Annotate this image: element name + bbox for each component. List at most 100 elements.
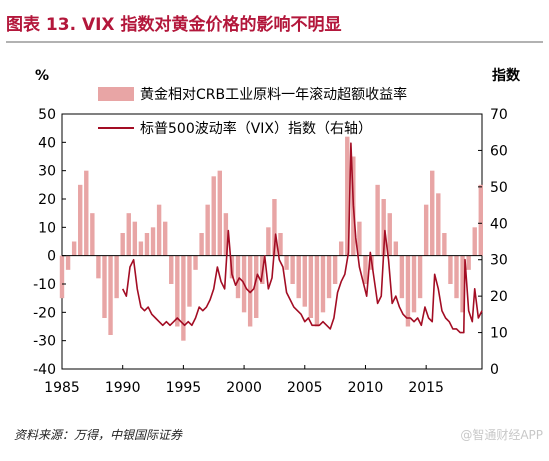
bar — [478, 184, 483, 256]
bar — [296, 255, 301, 299]
bar — [169, 255, 174, 284]
bar — [399, 255, 405, 299]
bar — [132, 221, 138, 256]
bar — [102, 255, 107, 318]
right-tick-label: 60 — [490, 143, 508, 159]
bar — [302, 255, 307, 307]
bar — [205, 204, 210, 256]
bar — [290, 255, 295, 284]
bar — [144, 233, 150, 256]
bar — [454, 255, 459, 299]
bar — [254, 255, 259, 318]
right-tick-label: 40 — [490, 216, 508, 232]
left-tick-label: 30 — [38, 164, 56, 180]
x-tick-label: 2010 — [348, 380, 384, 396]
left-tick-label: -30 — [33, 334, 56, 350]
x-tick-label: 1985 — [44, 380, 80, 396]
bar — [332, 255, 338, 284]
bar — [345, 136, 350, 256]
bar — [442, 233, 447, 256]
left-tick-label: 40 — [38, 135, 56, 151]
bar — [90, 213, 95, 256]
bar — [472, 227, 477, 256]
bar — [162, 221, 168, 256]
bar — [375, 184, 380, 256]
bar — [417, 255, 423, 299]
right-tick-label: 30 — [490, 253, 508, 269]
figure-title: 图表 13. VIX 指数对黄金价格的影响不明显 — [6, 14, 341, 35]
bar — [156, 204, 162, 256]
bar — [448, 255, 453, 284]
bar — [272, 199, 277, 256]
bar — [199, 233, 204, 256]
left-tick-label: -40 — [33, 362, 56, 378]
bar — [120, 233, 125, 256]
watermark: @智通财经APP — [460, 427, 543, 442]
legend-bar-swatch — [98, 87, 134, 101]
right-tick-label: 70 — [490, 107, 508, 123]
plot-frame — [61, 113, 483, 370]
bar — [108, 255, 113, 335]
bar — [193, 255, 198, 270]
bar — [423, 204, 429, 256]
bar — [338, 241, 344, 256]
right-tick-label: 10 — [490, 326, 508, 342]
bar — [436, 193, 441, 256]
right-tick-label: 20 — [490, 289, 508, 305]
bar — [65, 255, 71, 270]
x-tick-label: 1995 — [166, 380, 202, 396]
bar — [138, 241, 144, 256]
plot-area: -40 -30 -20 -10 0 10 20 30 40 50 0 10 20 30 40 50 60 70 19… — [33, 107, 508, 396]
bar — [326, 255, 332, 299]
bar — [217, 170, 222, 256]
left-tick-label: 50 — [38, 107, 56, 123]
bar — [320, 255, 326, 313]
left-tick-label: -20 — [33, 305, 56, 321]
bar — [363, 255, 368, 284]
legend-bar-label: 黄金相对CRB工业原料一年滚动超额收益率 — [140, 86, 407, 103]
bar — [84, 170, 89, 256]
bar — [235, 255, 241, 299]
bar — [78, 184, 83, 256]
bar — [150, 227, 156, 256]
x-tick-label: 1990 — [105, 380, 141, 396]
x-tick-label: 2000 — [226, 380, 262, 396]
source-note: 资料来源：万得，中银国际证券 — [14, 428, 183, 442]
bar — [211, 176, 216, 256]
right-axis-unit-label: 指数 — [492, 67, 521, 84]
bar — [247, 255, 253, 327]
bar — [387, 213, 392, 256]
bar — [59, 255, 65, 299]
bar — [71, 241, 77, 256]
bar — [223, 213, 229, 256]
bar — [284, 255, 289, 270]
bar — [266, 227, 271, 256]
bar — [405, 255, 411, 327]
bar — [175, 255, 180, 327]
right-tick-label: 0 — [490, 362, 499, 378]
legend-line-label: 标普500波动率（VIX）指数（右轴） — [140, 120, 372, 137]
right-tick-label: 50 — [490, 180, 508, 196]
x-tick-label: 2005 — [287, 380, 323, 396]
bar — [114, 255, 119, 299]
bar — [96, 255, 101, 279]
left-tick-label: 0 — [47, 249, 56, 265]
bar — [314, 255, 320, 327]
bar — [308, 255, 314, 318]
bar — [126, 213, 131, 256]
left-tick-label: -10 — [33, 277, 56, 293]
bar — [187, 255, 192, 307]
left-axis-unit-label: % — [35, 68, 49, 84]
bar — [393, 241, 399, 256]
x-tick-label: 2015 — [408, 380, 444, 396]
bar — [460, 255, 465, 313]
left-tick-label: 20 — [38, 192, 56, 208]
bar — [430, 170, 435, 256]
left-tick-label: 10 — [38, 220, 56, 236]
bar — [411, 255, 417, 313]
bar — [181, 255, 186, 341]
bar — [381, 199, 386, 256]
bar — [278, 233, 283, 256]
